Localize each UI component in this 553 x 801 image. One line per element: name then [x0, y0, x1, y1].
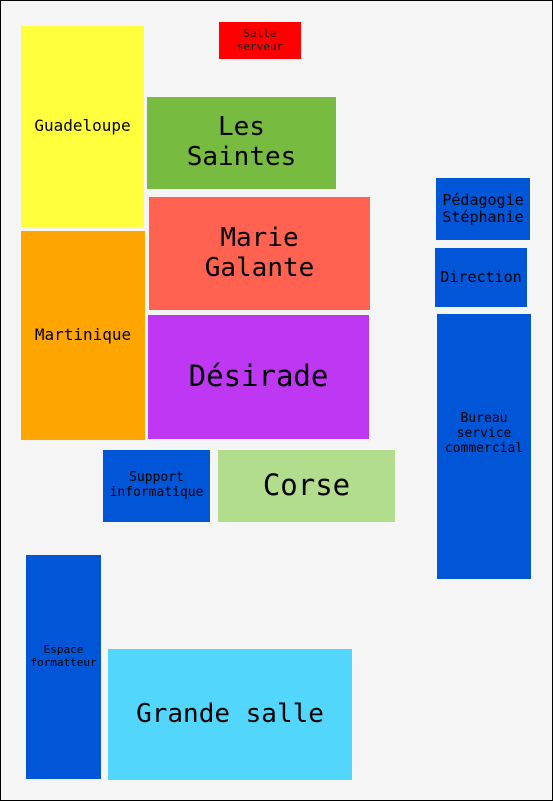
room-guadeloupe: Guadeloupe [21, 26, 144, 227]
room-label: Grande salle [136, 698, 324, 729]
room-label: Support informatique [109, 470, 204, 500]
room-label: Salle serveur [236, 26, 284, 53]
room-label: Désirade [188, 359, 329, 394]
room-label: Guadeloupe [34, 116, 131, 136]
room-label: Pédagogie Stéphanie [442, 190, 524, 226]
room-label: Martinique [34, 325, 132, 345]
room-les-saintes: Les Saintes [147, 97, 336, 189]
room-bureau-service-commercial: Bureau service commercial [437, 314, 531, 579]
room-salle-serveur: Salle serveur [219, 22, 301, 59]
room-espace-formatteur: Espace formatteur [26, 555, 101, 779]
room-desirade: Désirade [148, 315, 369, 439]
room-grande-salle: Grande salle [108, 649, 352, 780]
room-direction: Direction [435, 248, 527, 307]
room-martinique: Martinique [21, 231, 145, 440]
room-pedagogie-stephanie: Pédagogie Stéphanie [436, 178, 530, 240]
room-corse: Corse [218, 450, 395, 522]
room-label: Bureau service commercial [444, 411, 524, 456]
room-label: Espace formatteur [30, 643, 97, 669]
room-label: Marie Galante [204, 222, 315, 283]
room-label: Les Saintes [186, 112, 297, 172]
room-label: Corse [262, 468, 351, 503]
room-label: Direction [440, 267, 522, 286]
room-marie-galante: Marie Galante [149, 197, 370, 310]
room-support-informatique: Support informatique [103, 450, 210, 522]
